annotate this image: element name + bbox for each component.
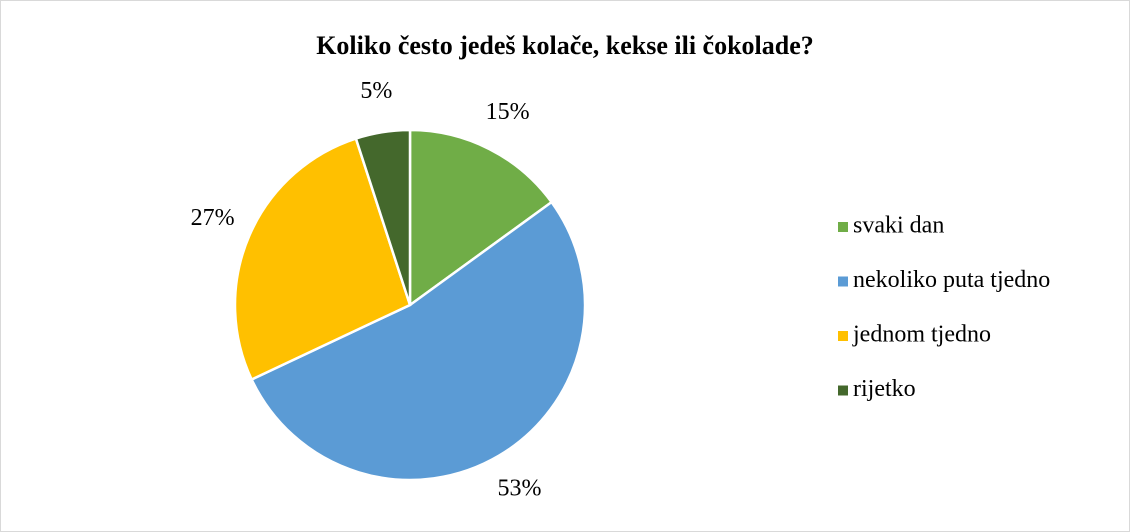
legend-label: nekoliko puta tjedno [853, 267, 1050, 293]
legend-swatch [838, 331, 848, 341]
data-label: 15% [486, 99, 530, 125]
pie-slice [249, 200, 587, 482]
legend-swatch [838, 385, 848, 396]
data-label: 5% [360, 78, 392, 104]
legend-label: svaki dan [853, 213, 944, 239]
pie-slice [233, 136, 412, 382]
legend-swatch [838, 222, 848, 232]
pie-slice [354, 128, 412, 306]
legend-label: jednom tjedno [852, 322, 991, 348]
legend-label: rijetko [853, 376, 916, 402]
legend-swatch [838, 276, 848, 287]
pie-slice [408, 128, 554, 308]
data-label: 53% [497, 476, 541, 502]
chart-title: Koliko često jedeš kolače, kekse ili čok… [316, 31, 814, 60]
data-label: 27% [191, 205, 235, 231]
